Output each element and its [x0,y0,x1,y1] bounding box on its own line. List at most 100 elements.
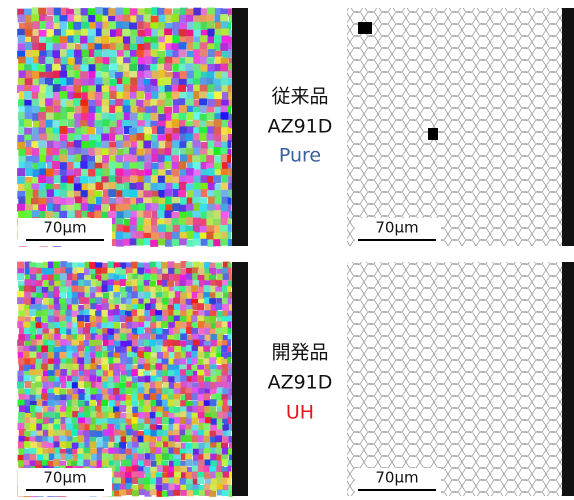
grain [53,261,60,268]
grain [221,327,228,334]
grain [174,417,181,424]
grain [113,315,120,322]
grain [187,231,195,239]
grain [67,184,75,192]
grain [77,435,84,442]
grain [78,393,85,400]
grain [132,417,139,424]
grain [38,8,46,16]
grain [101,310,108,317]
grain [157,106,165,114]
grain [29,448,36,455]
grain [165,232,173,240]
grain [95,168,103,176]
grain [186,168,194,176]
grain [89,441,96,448]
grain [18,43,26,51]
grain [48,352,55,359]
grain [61,57,69,65]
grain [88,8,96,16]
grain [222,388,229,395]
grain [87,127,95,135]
grain [144,459,151,466]
grain [60,303,67,310]
grain [215,435,222,442]
page: 従来品 AZ91D Pure 開発品 AZ91D UH 70μm 70μm 70… [0,0,574,500]
grain [67,70,75,78]
grain [80,36,88,44]
grain [74,168,82,176]
grain [180,71,188,79]
grain [109,147,117,155]
grain [108,8,116,16]
grain [151,183,159,191]
grain [18,15,26,23]
grain [38,189,46,197]
grain [209,357,216,364]
grain [31,339,38,346]
grain [94,50,102,58]
grain [41,316,48,323]
grain [29,328,36,335]
grain [125,449,132,456]
grain [114,436,121,443]
grain [32,148,40,156]
grain [115,168,123,176]
grain [228,63,232,71]
grain [73,22,81,30]
grain [180,126,188,134]
grain [18,70,26,78]
grain [115,7,123,15]
grain [30,352,37,359]
grain [173,477,180,484]
grain [87,36,95,44]
grain [96,431,103,438]
grain [151,203,159,211]
grain [29,267,36,274]
grain [179,49,187,57]
grain [168,261,175,268]
grain [130,190,138,198]
grain [81,203,89,211]
grain [192,140,200,148]
grain [66,77,74,85]
grain [168,291,175,298]
grain [200,49,208,57]
grain [77,321,84,328]
grain [149,340,156,347]
grain [123,92,131,100]
grain [43,417,50,424]
grain [193,42,201,50]
grain [48,316,55,323]
grain [214,91,222,99]
grain [137,267,144,274]
grain [137,161,145,169]
grain [228,92,232,100]
grain [45,57,53,65]
grain [54,175,62,183]
grain [228,49,232,57]
grain [84,453,91,460]
grain [191,315,198,322]
grain [75,106,83,114]
grain [221,29,229,37]
grain [52,35,60,43]
grain [137,217,145,225]
grain [203,436,210,443]
grain [113,369,120,376]
grain [137,309,144,316]
grain [60,369,67,376]
grain [197,375,204,382]
grain [24,128,32,136]
grain [77,357,84,364]
grain [119,304,126,311]
grain [207,168,215,176]
grain [123,36,131,44]
grain [151,274,158,281]
grain [221,376,228,383]
grain [152,71,160,79]
grain [211,376,218,383]
grain [178,161,186,169]
grain [221,112,229,120]
grain [155,381,162,388]
